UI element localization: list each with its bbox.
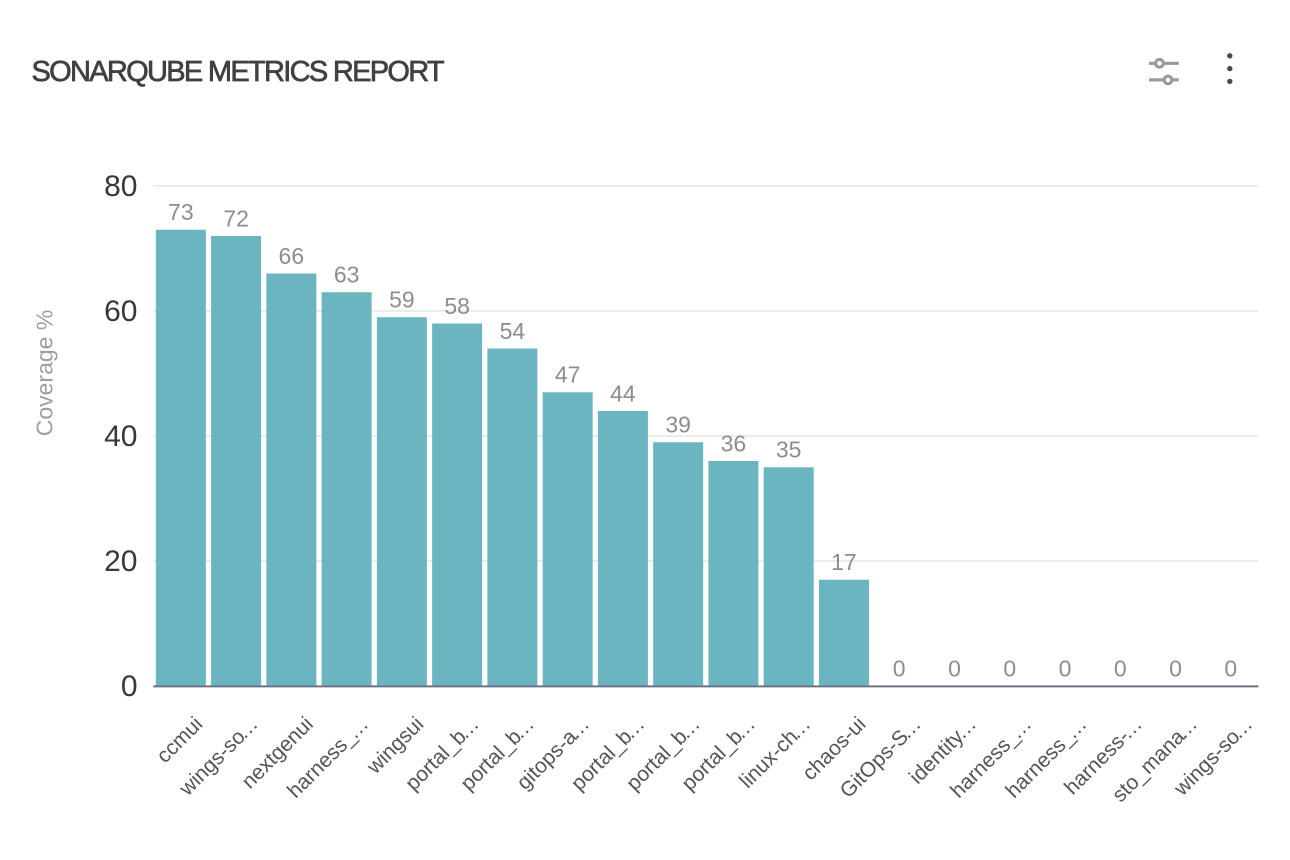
svg-text:40: 40 bbox=[104, 420, 137, 453]
svg-text:59: 59 bbox=[389, 287, 415, 313]
svg-text:0: 0 bbox=[121, 670, 138, 703]
svg-text:73: 73 bbox=[168, 199, 194, 225]
svg-text:58: 58 bbox=[444, 293, 470, 319]
svg-text:Coverage %: Coverage % bbox=[32, 310, 58, 437]
svg-text:47: 47 bbox=[555, 362, 581, 388]
svg-text:20: 20 bbox=[104, 545, 137, 578]
svg-text:63: 63 bbox=[334, 262, 360, 288]
svg-text:0: 0 bbox=[1003, 655, 1016, 681]
svg-text:0: 0 bbox=[1169, 655, 1182, 681]
svg-text:0: 0 bbox=[1114, 655, 1127, 681]
svg-text:SONARQUBE METRICS REPORT: SONARQUBE METRICS REPORT bbox=[32, 56, 445, 88]
svg-text:0: 0 bbox=[893, 655, 906, 681]
svg-text:0: 0 bbox=[1059, 655, 1072, 681]
svg-text:36: 36 bbox=[721, 430, 747, 456]
svg-text:72: 72 bbox=[223, 205, 249, 231]
svg-text:0: 0 bbox=[948, 655, 961, 681]
svg-text:44: 44 bbox=[610, 380, 636, 406]
svg-text:60: 60 bbox=[104, 295, 137, 328]
svg-text:35: 35 bbox=[776, 437, 802, 463]
svg-text:66: 66 bbox=[279, 243, 305, 269]
svg-text:17: 17 bbox=[831, 549, 857, 575]
svg-text:54: 54 bbox=[500, 318, 526, 344]
svg-text:39: 39 bbox=[665, 412, 691, 438]
svg-text:0: 0 bbox=[1224, 655, 1237, 681]
svg-text:80: 80 bbox=[104, 170, 137, 203]
